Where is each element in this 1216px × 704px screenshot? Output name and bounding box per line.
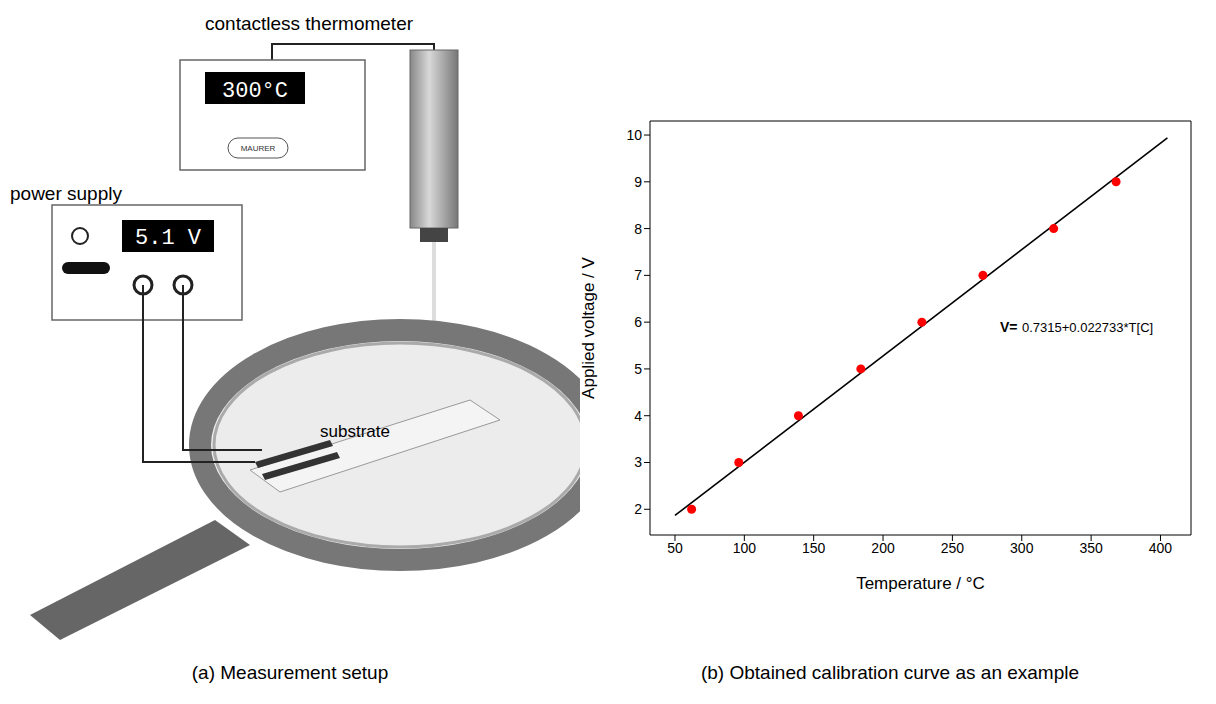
html-text:(a) Measurement setup: (a) Measurement setup	[191, 662, 389, 683]
svg-text:6: 6	[634, 314, 642, 330]
svg-text:50: 50	[667, 540, 683, 556]
svg-text:4: 4	[634, 408, 642, 424]
html-text:V= 0.7315+0.022733*T[C]: V= 0.7315+0.022733*T[C]	[1000, 319, 1154, 335]
svg-text:3: 3	[634, 454, 642, 470]
svg-text:5.1 V: 5.1 V	[135, 226, 202, 251]
svg-text:350: 350	[1079, 540, 1103, 556]
svg-text:substrate: substrate	[320, 422, 390, 441]
svg-text:5: 5	[634, 361, 642, 377]
svg-text:150: 150	[802, 540, 826, 556]
svg-text:300: 300	[1010, 540, 1034, 556]
svg-text:Applied voltage / V: Applied voltage / V	[579, 256, 598, 398]
svg-text:200: 200	[871, 540, 895, 556]
svg-text:250: 250	[941, 540, 965, 556]
html-text:(b) Obtained calibration curve: (b) Obtained calibration curve as an exa…	[701, 662, 1079, 683]
svg-text:400: 400	[1149, 540, 1173, 556]
svg-text:100: 100	[733, 540, 757, 556]
svg-text:Temperature / °C: Temperature / °C	[856, 574, 985, 593]
svg-text:contactless thermometer: contactless thermometer	[205, 13, 414, 34]
svg-text:9: 9	[634, 174, 642, 190]
svg-text:8: 8	[634, 221, 642, 237]
svg-text:7: 7	[634, 267, 642, 283]
svg-text:2: 2	[634, 501, 642, 517]
svg-text:power supply: power supply	[10, 183, 122, 204]
svg-text:10: 10	[626, 127, 642, 143]
svg-text:MAURER: MAURER	[241, 144, 276, 153]
svg-text:300°C: 300°C	[222, 79, 288, 104]
